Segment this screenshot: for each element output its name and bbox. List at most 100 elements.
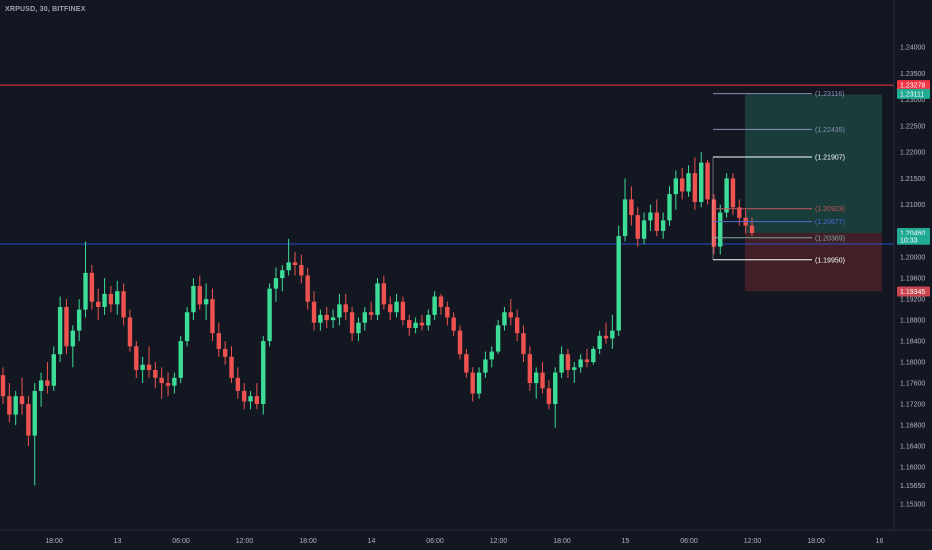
candle-body	[699, 162, 704, 203]
candle	[495, 320, 501, 355]
candle-body	[146, 364, 152, 370]
candle-body	[533, 372, 539, 384]
candle	[629, 186, 634, 226]
candle	[610, 314, 615, 349]
candle-body	[102, 293, 107, 307]
candle	[127, 309, 133, 352]
candle-body	[464, 354, 469, 373]
candle	[514, 309, 520, 342]
price-tag-bg	[897, 88, 930, 99]
candle-body	[413, 322, 418, 328]
candle-body	[121, 291, 126, 318]
candle	[673, 170, 679, 210]
y-tick-label: 1.20000	[900, 255, 925, 262]
candle	[324, 306, 329, 328]
candle-body	[584, 359, 590, 363]
candle	[438, 293, 444, 315]
candle	[153, 362, 158, 389]
candle-body	[591, 348, 596, 363]
candle	[229, 346, 234, 384]
x-tick-label: 12:00	[236, 538, 254, 545]
candle	[38, 372, 44, 407]
candle-body	[730, 178, 736, 208]
candle	[419, 314, 425, 331]
candle-body	[718, 212, 723, 247]
candle-body	[502, 312, 507, 326]
candle-body	[578, 359, 583, 368]
candle-body	[0, 375, 6, 397]
candle	[464, 348, 469, 378]
candle	[362, 306, 368, 331]
candle-body	[261, 341, 266, 405]
candle	[660, 212, 666, 239]
candle-body	[470, 372, 475, 394]
candle	[210, 288, 215, 342]
candle	[502, 306, 507, 331]
candle	[254, 383, 260, 410]
candle	[445, 301, 450, 326]
candle-body	[134, 346, 139, 370]
x-tick-label: 18:00	[299, 538, 317, 545]
candle	[565, 348, 571, 378]
candle	[616, 225, 621, 336]
stop-zone	[745, 232, 882, 292]
candle-body	[165, 383, 171, 386]
candle-body	[438, 296, 444, 307]
fib-levels[interactable]: (1.23116) (1.22435) (1.21907) (1.20923) (1.2…	[712, 91, 845, 264]
candle	[451, 312, 456, 336]
price-tag: 1.19345	[897, 286, 930, 297]
candle	[489, 346, 494, 368]
candle	[89, 265, 95, 310]
price-tag: 10:33	[897, 234, 930, 245]
candle-body	[248, 396, 253, 402]
candle-body	[349, 312, 355, 334]
candle	[394, 293, 399, 318]
candle-body	[19, 396, 25, 405]
candle	[407, 314, 412, 336]
candle-body	[597, 335, 602, 349]
candle-body	[311, 301, 317, 323]
symbol-label[interactable]: XRPUSD, 30, BITFINEX	[5, 6, 86, 13]
y-tick-label: 1.23500	[900, 71, 925, 78]
candle	[521, 325, 526, 363]
candle-body	[184, 312, 190, 342]
candle	[368, 301, 374, 321]
candle	[711, 194, 717, 255]
y-tick-label: 1.15650	[900, 483, 925, 490]
y-tick-label: 1.19200	[900, 297, 925, 304]
time-axis[interactable]: 18:00 13 06:00 12:00 18:00 14 06:00 12:00 18:00 1…	[45, 538, 883, 545]
candle-body	[375, 283, 380, 315]
candle	[222, 341, 228, 365]
candle	[292, 251, 298, 276]
candle	[13, 390, 18, 426]
price-axis[interactable]: 1.24000 1.23500 1.23000 1.22500 1.22000 1.215…	[900, 45, 925, 509]
candle-body	[495, 325, 501, 352]
candle	[51, 346, 56, 391]
candle-body	[76, 309, 82, 331]
x-tick-label: 06:00	[426, 538, 444, 545]
candle-body	[83, 272, 88, 310]
candle-body	[635, 215, 640, 239]
candle-body	[514, 317, 520, 334]
price-tag-label: 1.23111	[900, 91, 924, 98]
candle-body	[38, 380, 44, 391]
x-tick-label: 15	[622, 538, 630, 545]
candle-body	[527, 354, 533, 384]
fib-level-label: (1.20677)	[815, 219, 845, 226]
candle-body	[641, 220, 647, 239]
candle	[261, 335, 266, 415]
y-tick-label: 1.19600	[900, 276, 925, 283]
candle	[159, 367, 164, 399]
price-tag-label: 10:33	[900, 237, 918, 244]
candle-body	[686, 173, 691, 192]
candle	[349, 306, 355, 342]
candle	[546, 380, 552, 410]
candle	[667, 186, 672, 226]
candle-body	[32, 390, 37, 436]
candle	[273, 267, 279, 302]
candle-body	[445, 306, 450, 318]
candle	[578, 354, 583, 373]
candle	[635, 207, 640, 247]
